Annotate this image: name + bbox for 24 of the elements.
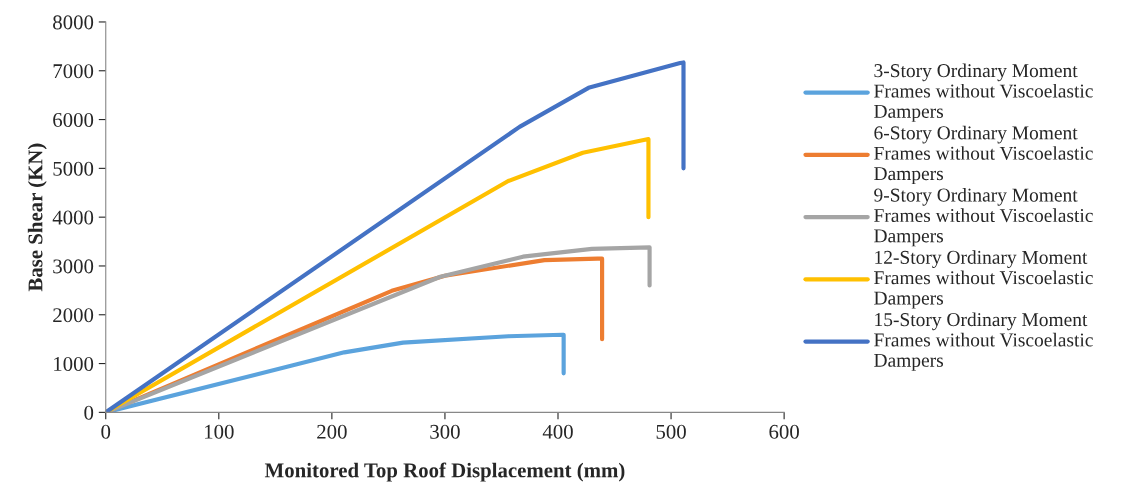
y-tick-label: 2000 (53, 308, 94, 323)
legend-label: 9-Story Ordinary Moment Frames without Viscoelastic Dampers (874, 187, 1093, 247)
line-series (105, 60, 686, 413)
legend-label: 6-Story Ordinary Moment Frames without Viscoelastic Dampers (874, 125, 1093, 185)
y-tick-label: 1000 (54, 356, 94, 371)
legend-label: 3-Story Ordinary Moment Frames without Viscoelastic Dampers (874, 63, 1093, 122)
x-tick-label: 300 (430, 424, 460, 439)
x-tick-label: 200 (317, 424, 347, 439)
y-axis-title: Base Shear (KN) (27, 143, 47, 292)
y-tick-label: 4000 (52, 210, 94, 225)
x-tick-label: 600 (769, 424, 799, 439)
x-tick-label: 500 (656, 424, 686, 439)
y-tick-label: 3000 (53, 259, 94, 274)
y-tick-label: 5000 (53, 161, 94, 176)
legend-label: 12-Story Ordinary Moment Frames without Viscoelastic Dampers (874, 250, 1093, 309)
x-tick-label: 100 (205, 424, 234, 439)
y-tick-label: 8000 (53, 15, 94, 30)
x-axis-title: Monitored Top Roof Displacement (mm) (264, 462, 625, 482)
y-tick-label: 0 (84, 405, 94, 420)
x-tick-label: 400 (542, 424, 573, 439)
y-tick-label: 7000 (53, 64, 94, 79)
legend-label: 15-Story Ordinary Moment Frames without Viscoelastic Dampers (874, 312, 1093, 371)
x-tick-label: 0 (101, 424, 111, 439)
y-tick-label: 6000 (53, 112, 94, 127)
